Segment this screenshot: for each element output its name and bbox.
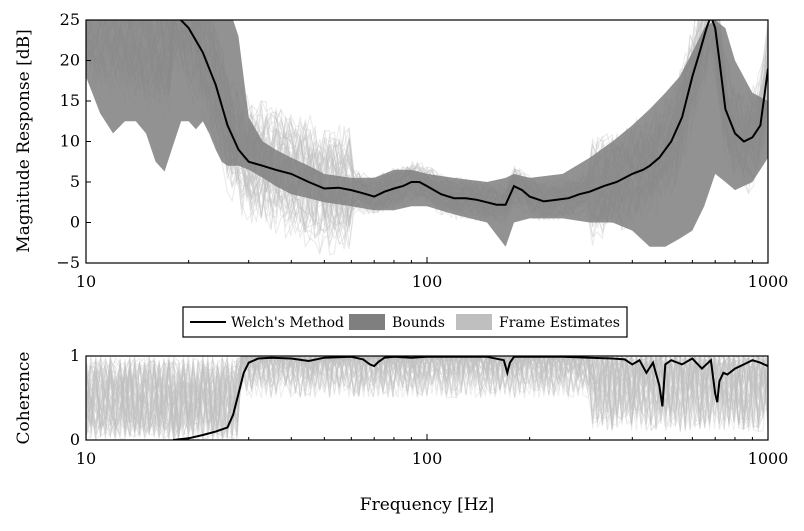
coherence-x-tick-label: 100 bbox=[412, 449, 443, 468]
coherence-frame-trace bbox=[86, 356, 768, 436]
bounds-band bbox=[86, 20, 768, 247]
coherence-welch-line bbox=[172, 356, 768, 440]
coherence-y-ticks: 01 bbox=[70, 346, 91, 449]
legend-swatch-bounds bbox=[349, 314, 385, 330]
magnitude-y-tick-label: 5 bbox=[70, 172, 80, 191]
coherence-x-tick-label: 10 bbox=[76, 449, 96, 468]
coherence-y-tick-label: 1 bbox=[70, 346, 80, 365]
magnitude-panel: −5 0 5 10 15 20 25 10 100 1000 Magnitude Respons… bbox=[14, 10, 789, 291]
coherence-frame-trace bbox=[86, 356, 768, 438]
coherence-frame-trace bbox=[86, 356, 768, 438]
magnitude-x-tick-label: 10 bbox=[76, 272, 96, 291]
coherence-welch-line-path bbox=[172, 356, 768, 440]
magnitude-y-ticks: −5 0 5 10 15 20 25 bbox=[56, 10, 91, 272]
magnitude-x-tick-label: 1000 bbox=[748, 272, 789, 291]
coherence-panel: 01 10 100 1000 Coherence Frequency [Hz] bbox=[14, 346, 788, 515]
coherence-x-ticks: 10 100 1000 bbox=[76, 434, 789, 468]
coherence-y-axis-label: Coherence bbox=[14, 352, 34, 445]
coherence-frame-trace bbox=[86, 356, 768, 439]
coherence-frame-trace bbox=[86, 356, 768, 440]
coherence-frame-trace bbox=[86, 356, 768, 440]
coherence-frame-trace bbox=[86, 356, 768, 440]
coherence-frame-trace bbox=[86, 356, 768, 438]
magnitude-x-ticks: 10 100 1000 bbox=[76, 257, 789, 291]
welch-line bbox=[179, 20, 768, 206]
coherence-frame-trace bbox=[86, 356, 768, 434]
magnitude-y-axis-label: Magnitude Response [dB] bbox=[14, 29, 34, 252]
magnitude-y-tick-label: 10 bbox=[60, 132, 80, 151]
coherence-frame-trace bbox=[86, 356, 768, 439]
magnitude-y-tick-label: 15 bbox=[60, 91, 80, 110]
coherence-frame-trace bbox=[86, 356, 768, 440]
coherence-frame-trace bbox=[86, 356, 768, 439]
magnitude-x-tick-label: 100 bbox=[412, 272, 443, 291]
coherence-frame-trace bbox=[86, 356, 768, 440]
magnitude-y-tick-label: 25 bbox=[60, 10, 80, 29]
coherence-frame-trace bbox=[86, 356, 768, 440]
coherence-frame-trace bbox=[86, 356, 768, 440]
coherence-frame-trace bbox=[86, 356, 768, 440]
coherence-frame-trace bbox=[86, 356, 768, 440]
legend-box bbox=[182, 306, 628, 338]
coherence-frame-trace bbox=[86, 356, 768, 440]
coherence-frame-trace bbox=[86, 356, 768, 440]
coherence-frame-trace bbox=[86, 356, 768, 440]
coherence-frame-trace bbox=[86, 356, 768, 437]
magnitude-y-tick-label: 20 bbox=[60, 51, 80, 70]
coherence-frame-trace bbox=[86, 356, 768, 439]
coherence-frame-trace bbox=[86, 356, 768, 440]
legend-label-bounds: Bounds bbox=[392, 315, 445, 331]
legend: Welch's Method Bounds Frame Estimates bbox=[182, 306, 628, 338]
magnitude-y-tick-label: 0 bbox=[70, 213, 80, 232]
frequency-x-axis-label: Frequency [Hz] bbox=[360, 495, 494, 515]
coherence-frame-trace bbox=[86, 356, 768, 438]
coherence-x-tick-label: 1000 bbox=[748, 449, 789, 468]
coherence-frame-trace bbox=[86, 356, 768, 440]
coherence-frame-trace bbox=[86, 356, 768, 439]
coherence-frame-trace bbox=[86, 356, 768, 437]
coherence-y-tick-label: 0 bbox=[70, 430, 80, 449]
coherence-frame-trace bbox=[86, 356, 768, 437]
legend-label-frames: Frame Estimates bbox=[499, 315, 620, 331]
welch-line-path bbox=[179, 20, 768, 206]
bounds-area bbox=[86, 20, 768, 247]
legend-label-welch: Welch's Method bbox=[231, 315, 344, 331]
magnitude-y-tick-label: −5 bbox=[56, 253, 80, 272]
coherence-frame-trace bbox=[86, 356, 768, 440]
legend-swatch-frames bbox=[456, 314, 492, 330]
coherence-frame-trace bbox=[86, 356, 768, 439]
coherence-frame-trace bbox=[86, 356, 768, 437]
coherence-frame-trace bbox=[86, 356, 768, 440]
coherence-frame-trace bbox=[86, 356, 768, 440]
